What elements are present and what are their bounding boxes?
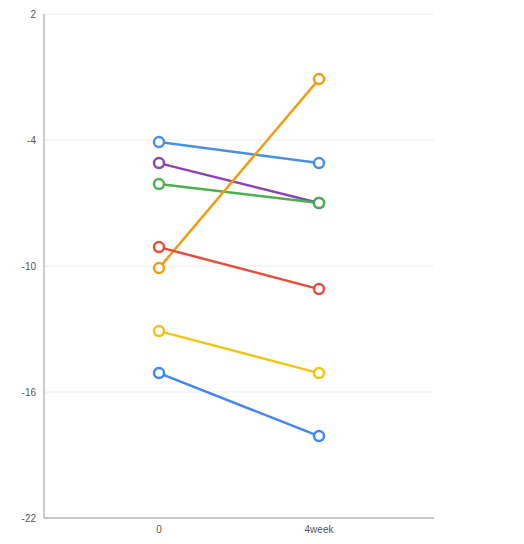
svg-text:-16: -16	[22, 387, 37, 398]
svg-text:2: 2	[30, 9, 36, 20]
svg-text:-22: -22	[22, 513, 37, 524]
svg-text:4week: 4week	[305, 524, 335, 535]
svg-text:0: 0	[156, 524, 162, 535]
svg-text:-4: -4	[27, 135, 36, 146]
svg-text:-10: -10	[22, 261, 37, 272]
